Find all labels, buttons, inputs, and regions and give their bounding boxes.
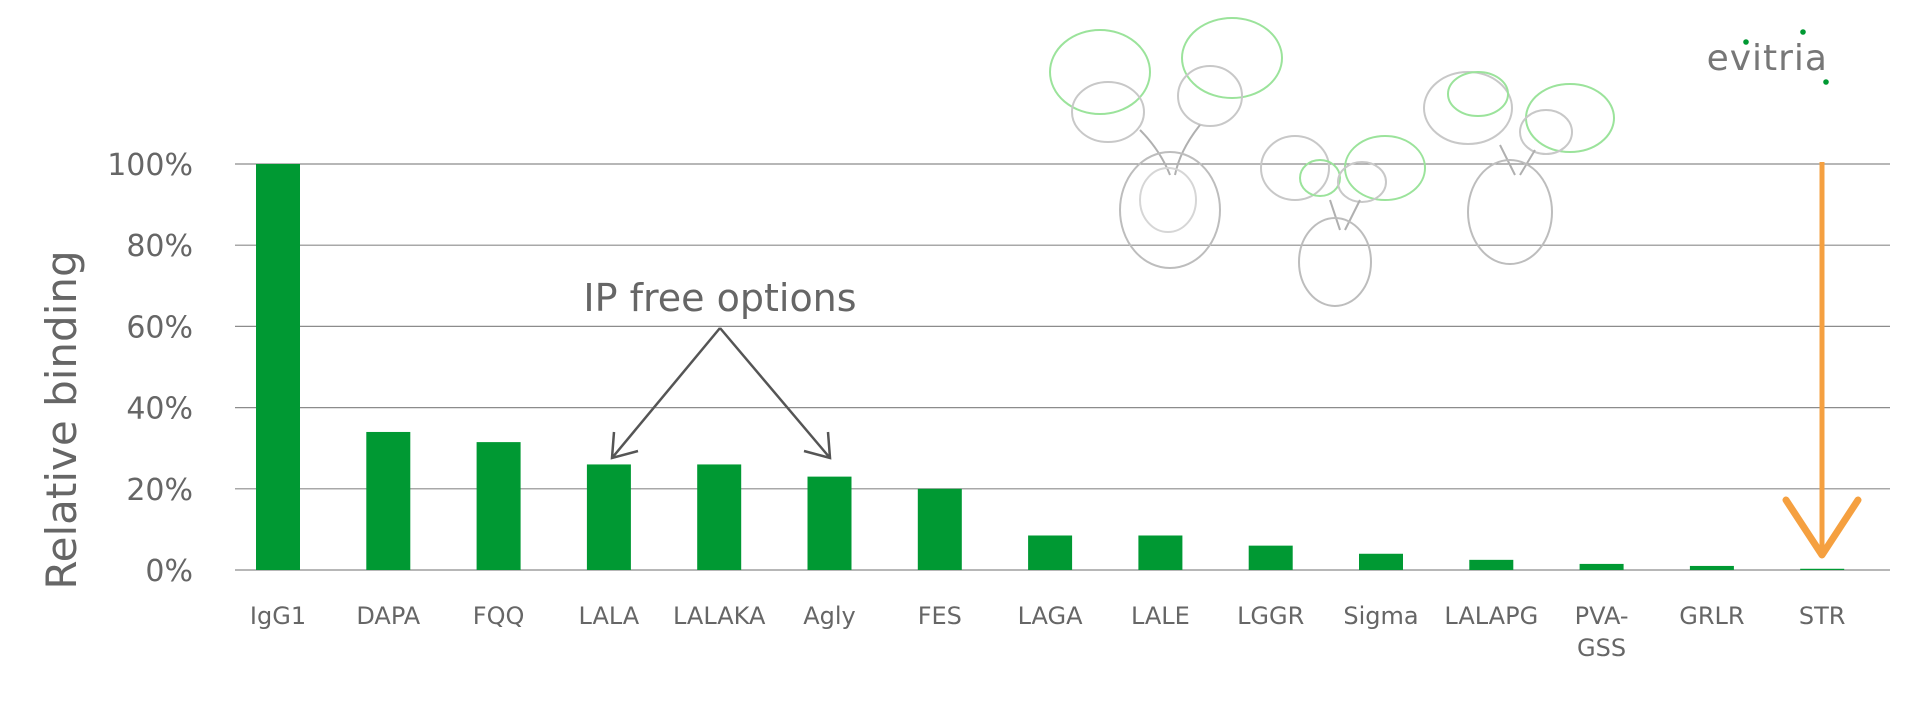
bar-sigma [1359, 553, 1403, 570]
x-tick-label: LGGR [1237, 602, 1304, 630]
y-tick-label: 20% [126, 473, 193, 508]
bars [256, 164, 1845, 570]
evitria-logo: evitria [1707, 29, 1829, 85]
y-tick-label: 60% [126, 310, 193, 345]
x-tick-label: LALA [579, 602, 640, 630]
logo-dot-1 [1800, 29, 1806, 35]
bar-igg1 [256, 164, 300, 570]
y-tick-labels: 0% 20% 40% 60% 80% 100% [107, 148, 193, 589]
str-highlight-arrow [1782, 162, 1862, 559]
x-tick-label: LALAPG [1444, 602, 1538, 630]
x-tick-label: LALE [1131, 602, 1190, 630]
annotation-text: IP free options [583, 276, 856, 320]
x-tick-label: IgG1 [250, 602, 306, 630]
highlight-arrowhead [1782, 496, 1862, 559]
x-tick-label: Agly [803, 602, 856, 630]
x-tick-label: Sigma [1343, 602, 1418, 630]
bar-lale [1138, 535, 1183, 570]
x-tick-label: FES [918, 602, 962, 630]
bar-pva-gss [1579, 563, 1624, 570]
logo-dot-3 [1823, 79, 1829, 85]
bar-laga [1028, 535, 1073, 570]
x-tick-label: DAPA [356, 602, 420, 630]
ip-free-annotation: IP free options [583, 276, 857, 460]
antibody-illustration-3 [1423, 71, 1615, 265]
x-tick-label: FQQ [473, 602, 525, 630]
annotation-arrowhead-left [610, 431, 639, 460]
x-tick-label: LAGA [1018, 602, 1084, 630]
logo-text: evitria [1707, 38, 1828, 79]
bar-lala [586, 464, 631, 570]
x-tick-label: GRLR [1679, 602, 1744, 630]
x-tick-labels: IgG1 DAPA FQQ LALA LALAKA Agly FES LAGA LALE LGGR… [250, 602, 1846, 662]
bar-lggr [1248, 545, 1293, 570]
antibody-illustration-1 [1049, 17, 1283, 269]
y-tick-label: 100% [107, 148, 193, 183]
annotation-arrow-right [719, 327, 831, 459]
annotation-arrowhead-right [803, 431, 832, 460]
y-tick-label: 0% [145, 554, 193, 589]
logo-dot-2 [1743, 39, 1749, 45]
bar-lalapg [1469, 559, 1514, 570]
y-tick-label: 80% [126, 229, 193, 264]
bar-grlr [1689, 565, 1734, 570]
bar-fes [917, 488, 962, 570]
y-axis-label: Relative binding [37, 250, 86, 589]
bar-dapa [366, 431, 411, 570]
antibody-illustration-2 [1260, 135, 1426, 307]
x-tick-label: STR [1799, 602, 1846, 630]
bar-fqq [476, 442, 521, 570]
annotation-arrow-left [611, 327, 721, 459]
x-tick-label: PVA-GSS [1575, 602, 1629, 662]
bar-agly [807, 476, 852, 570]
bar-lalaka [697, 464, 742, 570]
x-tick-label: LALAKA [673, 602, 766, 630]
bar-str [1800, 568, 1845, 570]
y-tick-label: 40% [126, 392, 193, 427]
